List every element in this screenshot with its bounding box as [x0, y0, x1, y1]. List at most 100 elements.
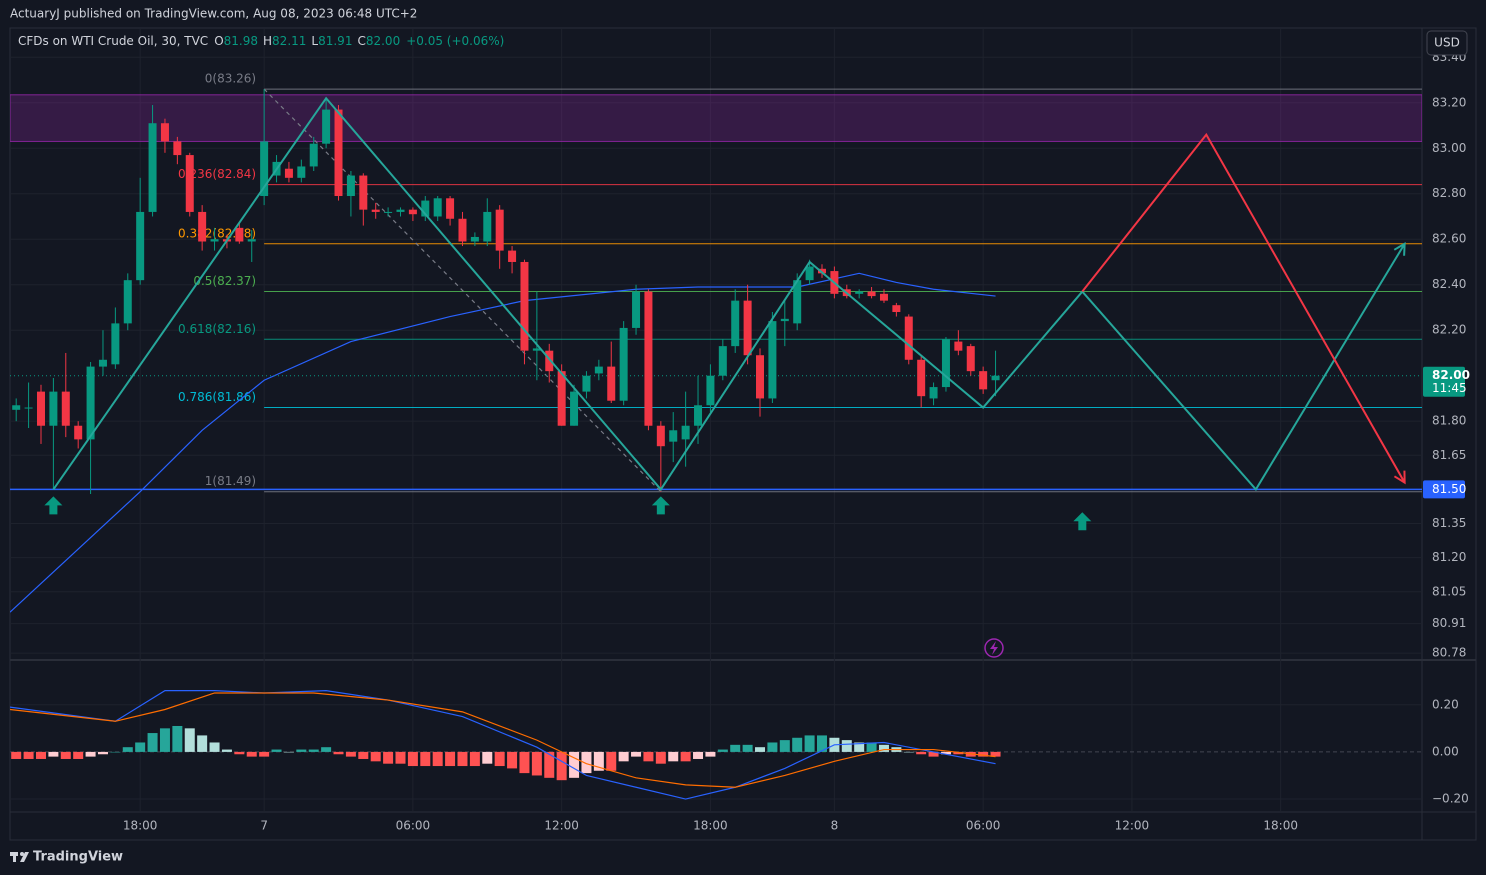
macd-tick-label: −0.20	[1432, 792, 1469, 806]
candle-body	[694, 405, 703, 426]
y-tick-label: 80.78	[1432, 646, 1466, 660]
macd-bar	[978, 751, 989, 757]
signal-line	[10, 692, 996, 788]
macd-bar	[482, 751, 493, 764]
logo-dot	[20, 852, 24, 856]
candle-body	[86, 366, 95, 440]
candle-body	[929, 387, 938, 399]
macd-bar	[680, 751, 691, 762]
countdown: 11:45	[1432, 381, 1467, 395]
y-tick-label: 81.35	[1432, 516, 1466, 530]
macd-bar	[581, 751, 592, 774]
candle-body	[954, 341, 963, 351]
candle-body	[718, 346, 727, 376]
candle-body	[495, 209, 504, 251]
macd-bar	[854, 742, 865, 752]
macd-bar	[519, 751, 530, 774]
candle-body	[941, 339, 950, 388]
macd-bar	[234, 751, 245, 755]
signal-arrow	[651, 496, 670, 515]
moving-average	[10, 272, 996, 613]
macd-bar	[197, 735, 208, 752]
x-tick-label: 18:00	[693, 819, 728, 833]
o-label: O	[214, 34, 223, 48]
zigzag-arrowhead	[1393, 241, 1406, 256]
zigzag	[1081, 132, 1406, 484]
macd-bar	[159, 728, 170, 752]
macd-tick-label: 0.00	[1432, 744, 1459, 758]
price-tag-label: 81.50	[1432, 482, 1466, 496]
macd-bar	[556, 751, 567, 781]
candle-body	[991, 375, 1000, 381]
logo-stem	[13, 852, 16, 862]
macd-bar	[271, 749, 282, 752]
macd-bar	[333, 751, 344, 755]
candle-body	[520, 261, 529, 351]
publisher: ActuaryJ published on TradingView.com, A…	[10, 7, 417, 21]
x-tick-label: 7	[260, 819, 268, 833]
currency-button[interactable]	[1426, 30, 1468, 56]
candle-body	[74, 425, 83, 440]
candle-body	[433, 198, 442, 217]
macd-bar	[383, 751, 394, 764]
footer-logo	[10, 852, 29, 862]
macd-bar	[990, 751, 1001, 757]
candle-body	[322, 109, 331, 144]
macd-line	[10, 690, 996, 800]
candle-body	[644, 291, 653, 426]
l-label: L	[311, 34, 318, 48]
y-tick-label: 81.65	[1432, 448, 1466, 462]
candle-body	[656, 425, 665, 447]
y-tick-label: 82.60	[1432, 232, 1466, 246]
macd-bar	[259, 751, 270, 757]
alert-circle[interactable]	[984, 638, 1004, 658]
y-tick-label: 82.80	[1432, 186, 1466, 200]
candle-body	[458, 218, 467, 242]
h-label: H	[263, 34, 272, 48]
fib-label: 0.786(81.86)	[178, 390, 256, 404]
macd-bar	[643, 751, 654, 762]
candle-body	[12, 405, 21, 410]
signal-arrow	[1073, 512, 1092, 531]
macd-bar	[655, 751, 666, 764]
candle-body	[359, 175, 368, 210]
x-tick-label: 06:00	[966, 819, 1001, 833]
macd-bar	[866, 742, 877, 752]
macd-bar	[23, 751, 34, 759]
candle-body	[160, 123, 169, 142]
zigzag-arrowhead	[1393, 470, 1406, 485]
macd-bar	[11, 751, 22, 759]
candle-body	[446, 198, 455, 219]
change: +0.05 (+0.06%)	[406, 34, 504, 48]
alert-bolt[interactable]	[990, 641, 998, 655]
candle-body	[346, 175, 355, 197]
c-value: 82.00	[366, 34, 400, 48]
candle-body	[483, 211, 492, 242]
macd-bar	[507, 751, 518, 769]
price-tag-label: 82.00	[1432, 368, 1470, 382]
macd-bar	[569, 751, 580, 778]
macd-bar	[35, 751, 46, 759]
candle-body	[594, 366, 603, 374]
macd-bar	[135, 742, 146, 752]
macd-bar	[73, 751, 84, 759]
candle-body	[111, 323, 120, 365]
macd-bar	[916, 751, 927, 755]
fib-label: 0.382(82.58)	[178, 226, 256, 240]
x-tick-label: 12:00	[544, 819, 579, 833]
macd-bar	[841, 740, 852, 752]
y-tick-label: 83.20	[1432, 95, 1466, 109]
candle-body	[855, 291, 864, 294]
macd-bar	[668, 751, 679, 762]
candle-body	[879, 293, 888, 301]
alert-icon[interactable]	[984, 638, 1004, 658]
macd-bar	[631, 751, 642, 757]
macd-bar	[246, 751, 257, 757]
fib-label: 0(83.26)	[205, 72, 256, 86]
y-tick-label: 83.00	[1432, 141, 1466, 155]
candle-body	[917, 359, 926, 397]
candle-body	[904, 316, 913, 360]
candle-body	[768, 321, 777, 399]
candle-body	[867, 291, 876, 297]
currency[interactable]: USD	[1434, 36, 1460, 50]
